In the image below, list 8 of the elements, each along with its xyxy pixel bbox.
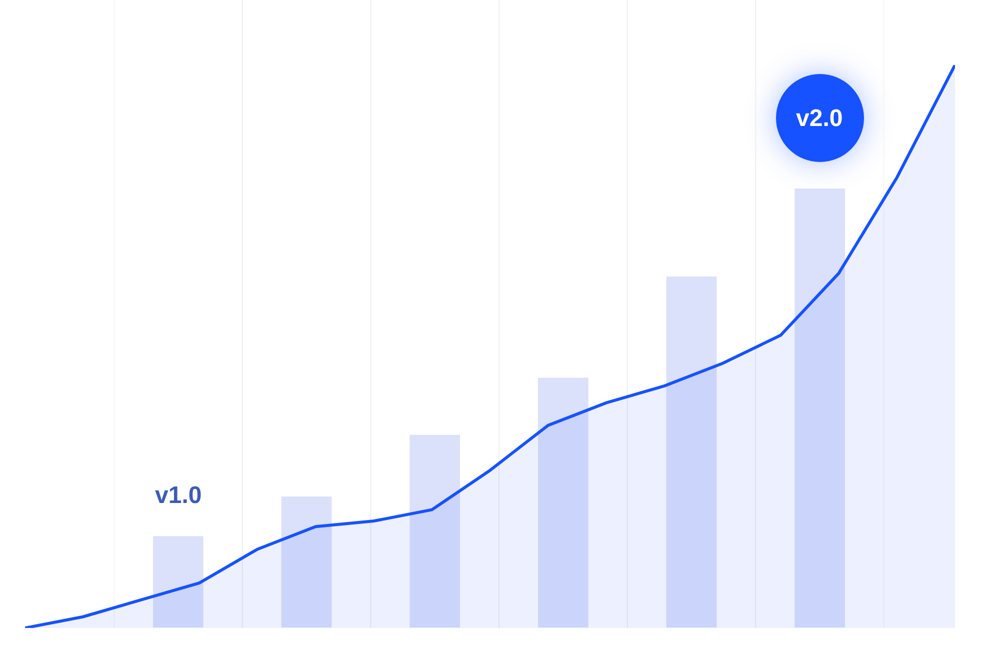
bar [665, 276, 718, 628]
annotation: v2.0 [796, 105, 843, 132]
bar [794, 188, 846, 628]
bar [280, 496, 333, 628]
bar [408, 434, 461, 628]
annotation: v1.0 [155, 482, 202, 509]
bar [152, 535, 204, 628]
bar [537, 376, 590, 628]
